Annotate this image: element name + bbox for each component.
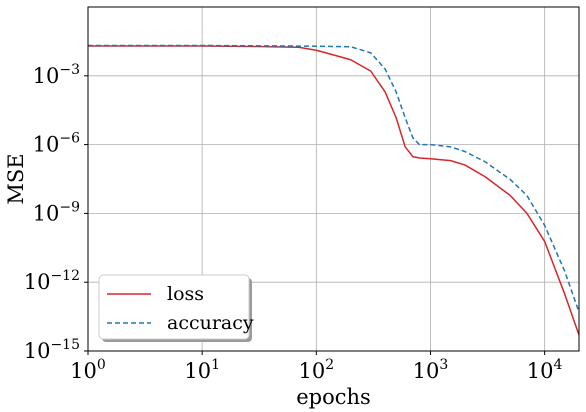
x-tick-label: 100 [70, 357, 106, 383]
axis-ticks: 100 101 102 103 104 10−3 10−6 10−9 10−12 10−15 [24, 62, 563, 383]
x-tick-label: 104 [527, 357, 563, 383]
legend: loss accuracy [98, 274, 254, 342]
y-tick-label: 10−12 [24, 268, 80, 294]
legend-label-loss: loss [167, 283, 204, 305]
legend-label-accuracy: accuracy [167, 312, 254, 334]
x-axis-title: epochs [296, 385, 371, 409]
y-tick-label: 10−6 [33, 131, 80, 157]
plot-frame [87, 6, 580, 352]
series-lines [88, 44, 579, 336]
x-tick-label: 102 [298, 357, 334, 383]
y-tick-label: 10−15 [24, 337, 80, 363]
series-line-loss [88, 45, 579, 336]
y-tick-label: 10−9 [33, 199, 80, 225]
y-tick-label: 10−3 [33, 62, 80, 88]
series-line-accuracy [88, 44, 579, 313]
y-axis-title: MSE [4, 153, 28, 204]
x-tick-label: 101 [184, 357, 220, 383]
x-tick-label: 103 [413, 357, 449, 383]
legend-box [98, 274, 250, 340]
